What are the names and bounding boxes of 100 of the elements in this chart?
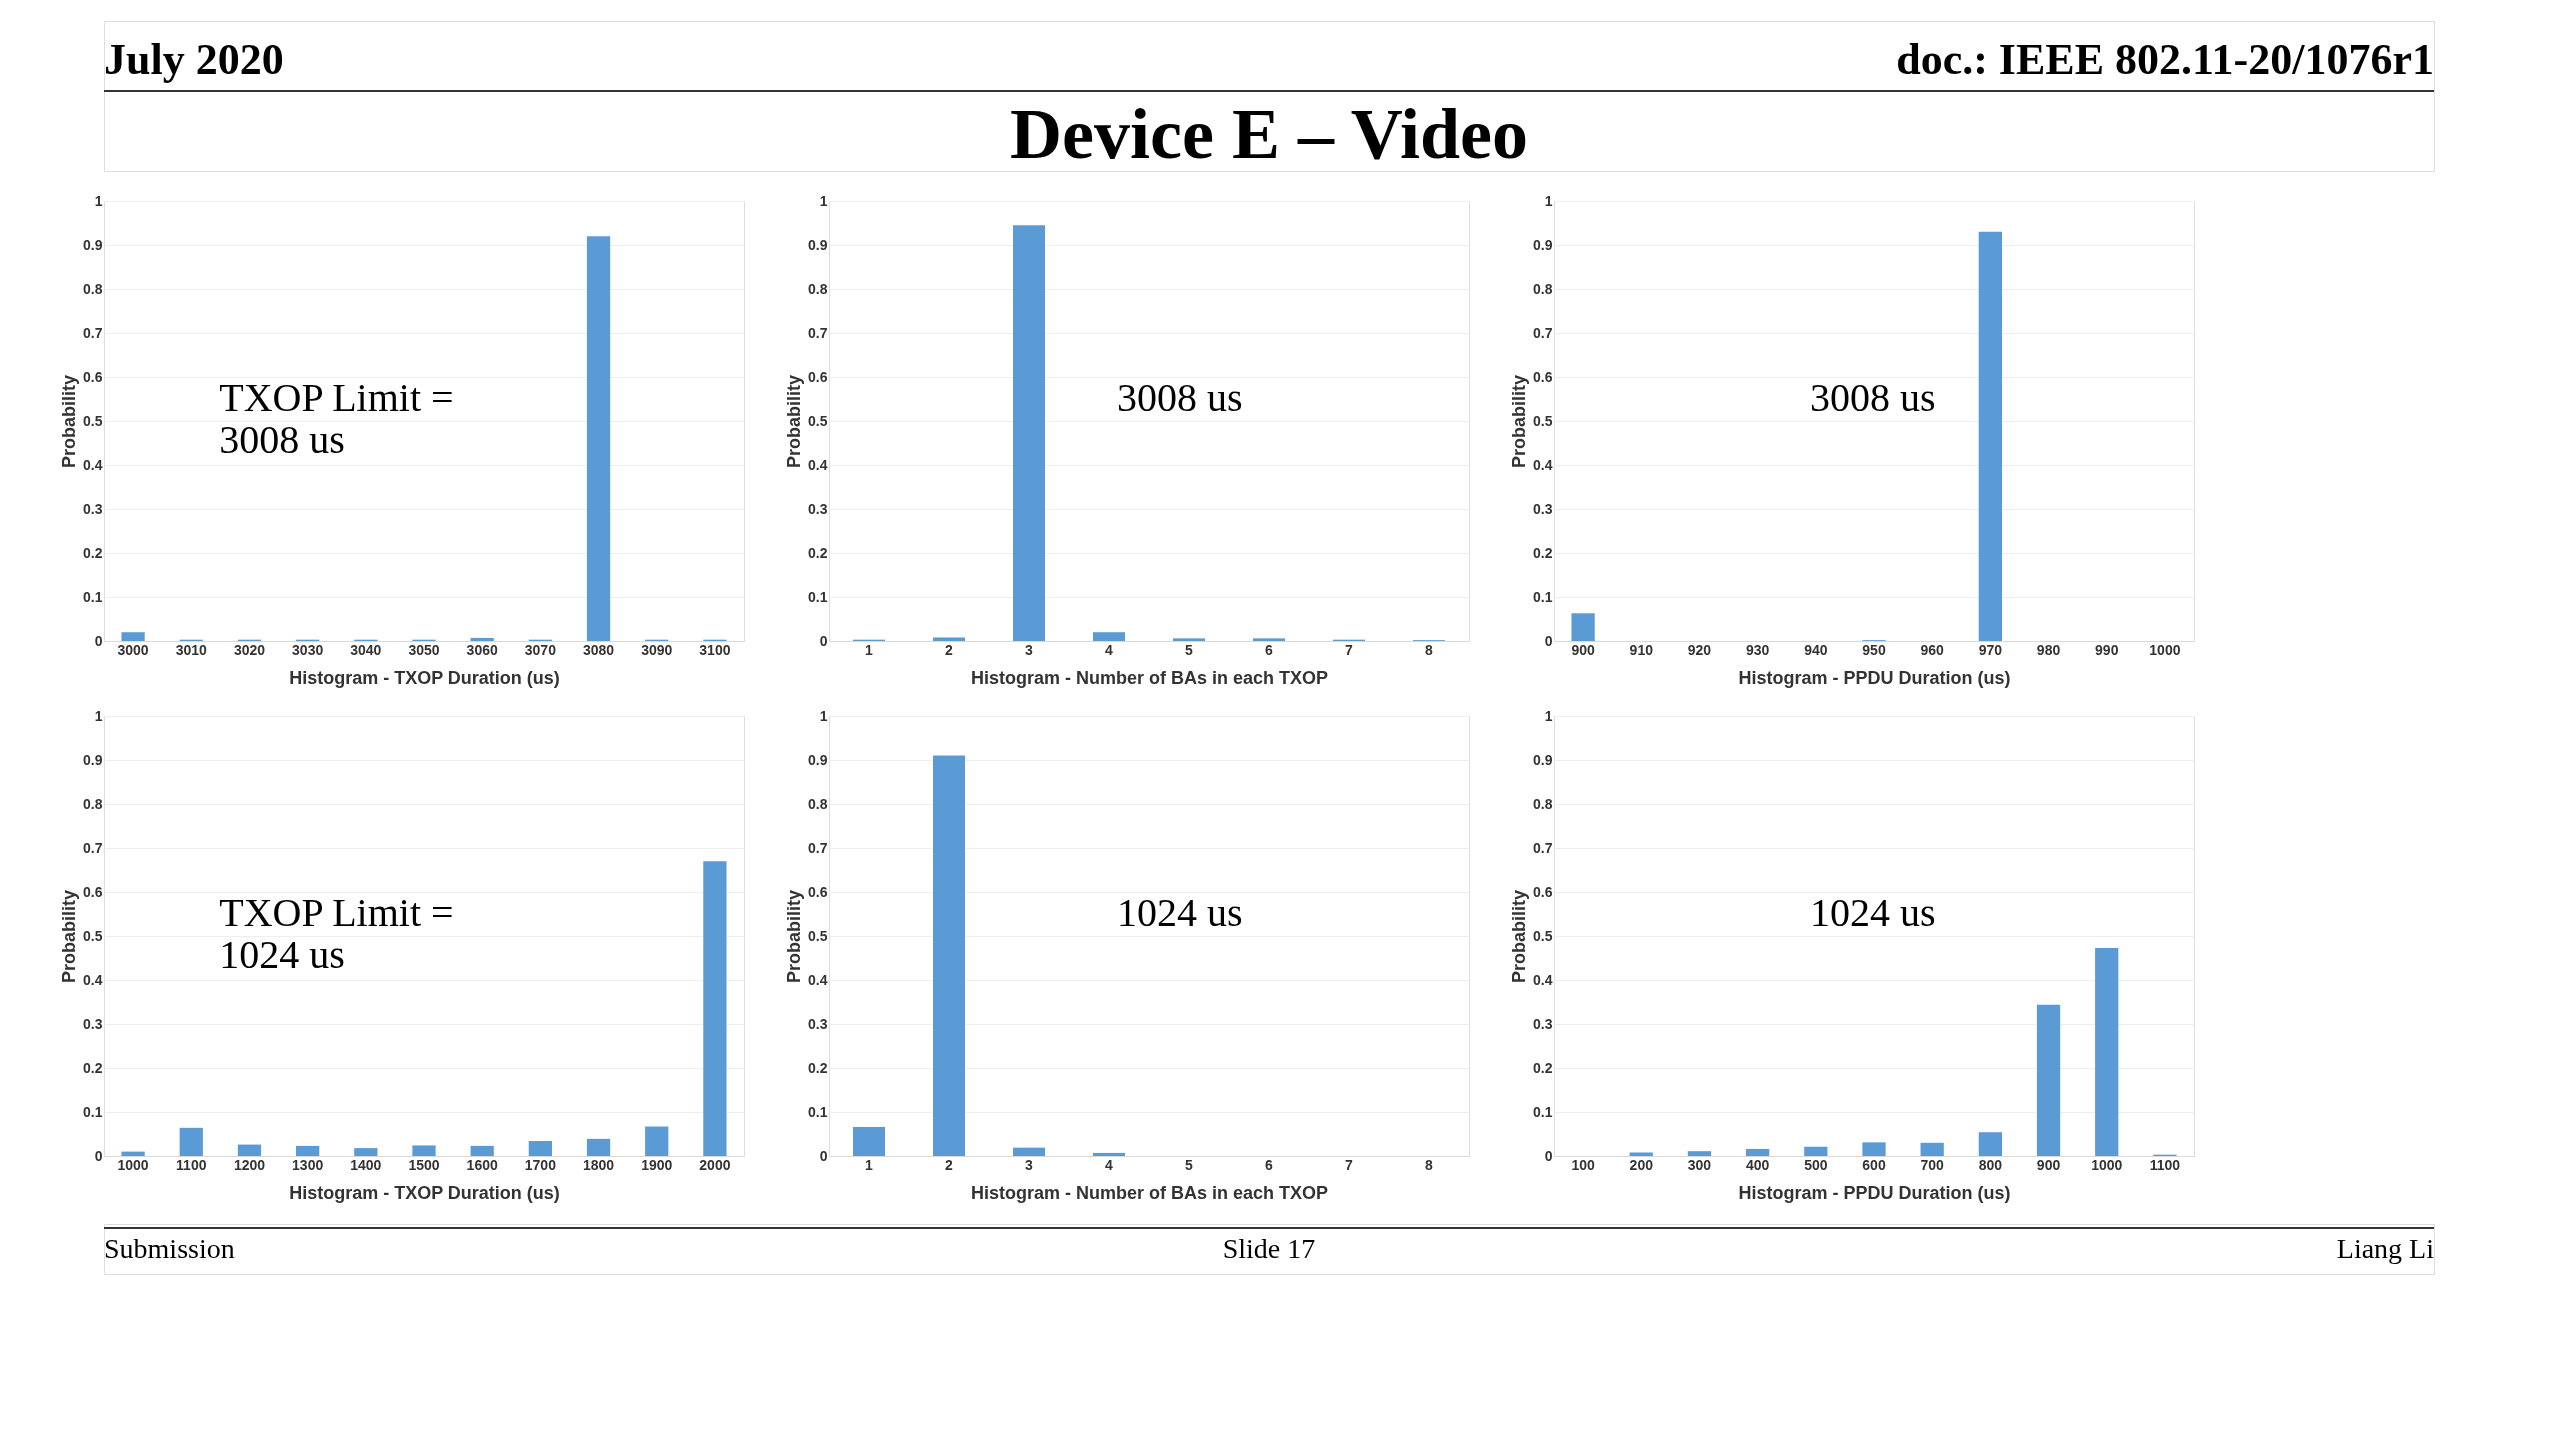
x-tick-label: 3020 [233,641,266,658]
x-tick-label: 2 [945,641,954,658]
x-tick-label: 3030 [292,641,324,658]
bar [354,1148,378,1156]
text: Slide 17 [1222,1233,1316,1264]
bar [1629,1152,1653,1156]
x-tick-label: 900 [2036,1156,2061,1173]
x-tick-label: 1400 [350,1156,382,1173]
x-tick-label: 3040 [350,641,382,658]
bar [1920,1142,1944,1156]
y-tick-label: 0.4 [83,456,103,473]
y-tick-label: 0 [94,1147,103,1164]
y-tick-label: 0.1 [83,588,103,605]
bar [1253,638,1285,641]
y-tick-label: 0.2 [83,1059,103,1076]
bar [2095,947,2119,1156]
bar [933,637,965,641]
y-tick-label: 0.7 [1533,839,1553,856]
bar [121,632,145,641]
x-tick-label: 1000 [2091,1156,2123,1173]
bar [2036,1004,2061,1156]
annotation: 3008 us [1117,375,1243,420]
x-tick-label: 300 [1687,1156,1712,1173]
y-tick-label: 0.6 [1533,883,1553,900]
y-tick-label: 0.3 [1533,1015,1553,1032]
annotation: 1024 us [1117,890,1243,935]
x-tick-label: 1000 [2149,641,2181,658]
bar [1687,1151,1712,1156]
y-tick-label: 0.3 [1533,500,1553,517]
x-tick-label: 3070 [524,641,557,658]
bar [179,1127,203,1156]
bar [1746,1148,1770,1156]
bar [1013,1147,1045,1156]
x-tick-label: 2 [945,1156,954,1173]
y-tick-label: 0.2 [1533,1059,1553,1076]
y-tick-label: 0.8 [83,280,103,297]
x-tick-label: 4 [1105,641,1114,658]
y-axis-title: Probability [784,889,805,984]
bar [1804,1146,1828,1156]
y-tick-label: 0.8 [83,795,103,812]
x-tick-label: 1 [865,1156,874,1173]
x-tick-label: 980 [2036,641,2061,658]
x-tick-label: 900 [1571,641,1595,658]
x-tick-label: 800 [1978,1156,2003,1173]
y-tick-label: 0.3 [808,1015,828,1032]
y-tick-label: 0.7 [808,839,828,856]
x-tick-label: 3000 [117,641,149,658]
text: Submission [104,1233,235,1264]
y-tick-label: 1 [94,707,103,724]
y-tick-label: 0.5 [808,927,828,944]
x-tick-label: 3060 [466,641,498,658]
y-tick-label: 0.3 [83,500,103,517]
bar [1978,1132,2002,1156]
x-axis-title: Histogram - PPDU Duration (us) [1738,667,2011,688]
x-tick-label: 970 [1978,641,2003,658]
y-tick-label: 0.2 [808,544,828,561]
y-tick-label: 0.3 [83,1015,103,1032]
y-tick-label: 0.5 [1533,412,1553,429]
y-tick-label: 0.6 [808,368,828,385]
y-tick-label: 1 [1544,192,1553,209]
x-tick-label: 960 [1920,641,1945,658]
bar [1093,1152,1125,1156]
x-tick-label: 920 [1687,641,1712,658]
x-tick-label: 7 [1345,1156,1354,1173]
text: Device E – Video [1010,94,1528,174]
y-tick-label: 1 [94,192,103,209]
x-tick-label: 1 [865,641,874,658]
x-tick-label: 3 [1025,1156,1034,1173]
y-tick-label: 0.5 [808,412,828,429]
y-axis-title: Probability [784,374,805,469]
y-tick-label: 0.9 [808,751,828,768]
x-tick-label: 1900 [641,1156,673,1173]
x-tick-label: 400 [1745,1156,1770,1173]
y-tick-label: 1 [1544,707,1553,724]
y-tick-label: 0.9 [808,236,828,253]
y-tick-label: 0.7 [83,839,103,856]
x-tick-label: 2000 [699,1156,731,1173]
y-axis-title: Probability [1509,374,1530,469]
x-tick-label: 1500 [408,1156,440,1173]
x-tick-label: 5 [1185,641,1194,658]
x-tick-label: 3 [1025,641,1034,658]
x-tick-label: 8 [1425,641,1434,658]
x-tick-label: 3090 [641,641,673,658]
y-tick-label: 0.8 [808,280,828,297]
x-tick-label: 1800 [582,1156,615,1173]
x-tick-label: 100 [1571,1156,1595,1173]
x-tick-label: 4 [1105,1156,1114,1173]
bar [296,1145,320,1156]
bar [470,637,494,641]
y-tick-label: 0.3 [808,500,828,517]
y-tick-label: 0.5 [83,412,103,429]
x-tick-label: 1600 [466,1156,498,1173]
y-tick-label: 0.2 [1533,544,1553,561]
y-axis-title: Probability [1509,889,1530,984]
x-axis-title: Histogram - PPDU Duration (us) [1738,1182,2011,1203]
bar [1978,231,2002,641]
annotation: TXOP Limit = 3008 us [219,375,454,462]
x-tick-label: 700 [1920,1156,1945,1173]
y-axis-title: Probability [59,889,80,984]
bar [586,1138,611,1156]
